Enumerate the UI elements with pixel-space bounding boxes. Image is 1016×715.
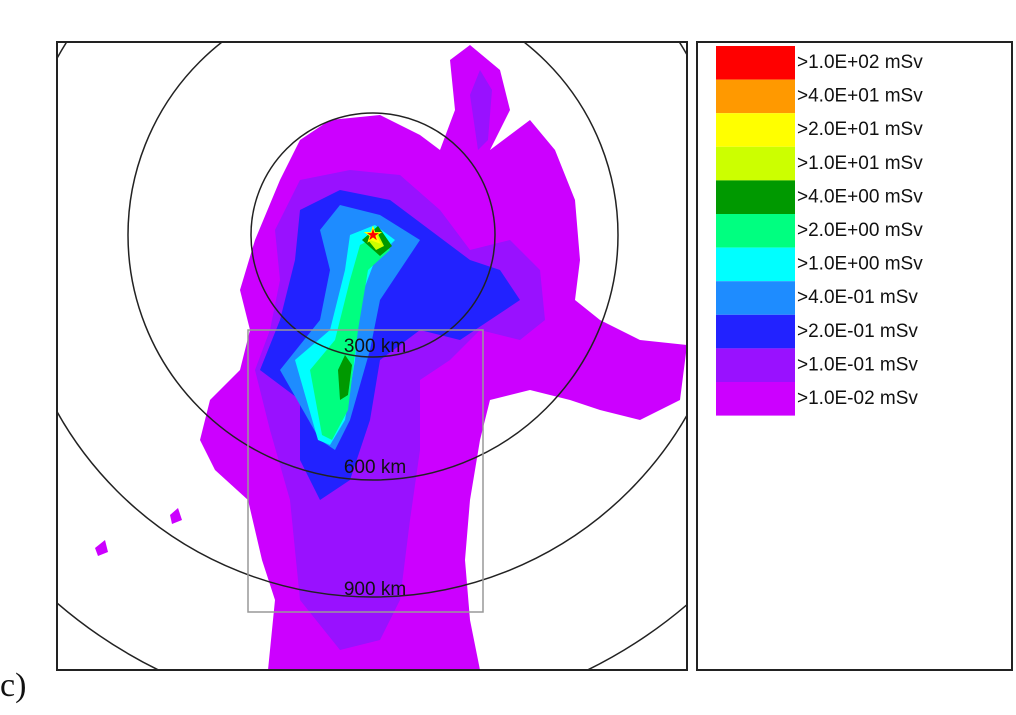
source-marker — [363, 225, 383, 243]
panel-label: c) — [0, 667, 26, 704]
dose-area — [310, 235, 390, 440]
dose-area — [170, 508, 182, 524]
legend-swatch — [716, 214, 795, 248]
legend-label: >2.0E+00 mSv — [797, 220, 923, 241]
legend-swatch — [716, 348, 795, 382]
dose-plume — [95, 45, 687, 670]
legend-swatch — [716, 113, 795, 147]
ring — [250, 112, 496, 358]
legend-swatch — [716, 281, 795, 315]
ring-label: 900 km — [344, 579, 406, 600]
legend-label: >1.0E+01 mSv — [797, 153, 923, 174]
legend-label: >2.0E+01 mSv — [797, 119, 923, 140]
ring-label: 300 km — [344, 336, 406, 357]
inset-box — [247, 329, 484, 613]
legend: >1.0E+02 mSv >4.0E+01 mSv >2.0E+01 mSv >1.0… — [716, 46, 923, 416]
legend-swatch — [716, 146, 795, 181]
dose-area — [338, 355, 352, 400]
ring — [127, 42, 619, 481]
legend-label: >1.0E-02 mSv — [797, 388, 918, 409]
map-frame — [56, 41, 688, 671]
map: 300 km 600 km 900 km — [57, 42, 687, 670]
ring — [57, 42, 687, 598]
dose-area — [95, 540, 108, 556]
legend-label: >4.0E+01 mSv — [797, 86, 923, 107]
legend-label: >1.0E+02 mSv — [797, 52, 923, 73]
legend-frame — [696, 41, 1013, 671]
legend-swatch — [716, 382, 795, 416]
legend-label: >2.0E-01 mSv — [797, 321, 918, 342]
legend-swatch — [716, 46, 795, 80]
legend-swatch — [716, 247, 795, 282]
legend-swatch — [716, 180, 795, 214]
legend-label: >4.0E-01 mSv — [797, 287, 918, 308]
legend-swatch — [716, 79, 795, 114]
legend-swatch — [716, 314, 795, 349]
distance-rings — [57, 42, 687, 670]
ring-label: 600 km — [344, 457, 406, 478]
dose-area — [470, 70, 492, 150]
legend-label: >1.0E+00 mSv — [797, 254, 923, 275]
legend-label: >1.0E-01 mSv — [797, 354, 918, 375]
legend-label: >4.0E+00 mSv — [797, 186, 923, 207]
